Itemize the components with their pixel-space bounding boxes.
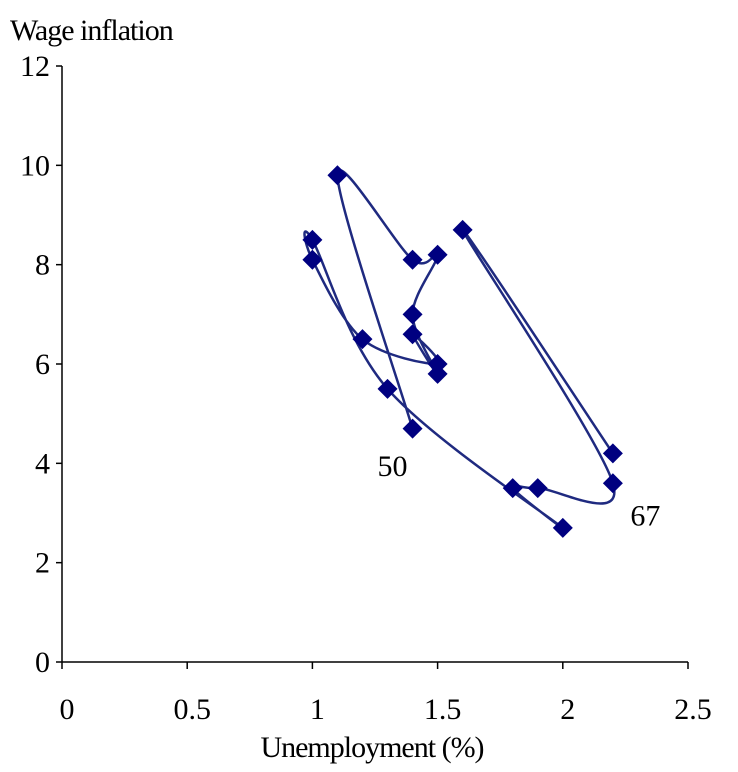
y-tick-label: 2 (35, 547, 50, 580)
year-annotation: 67 (630, 499, 660, 532)
data-point-marker (502, 478, 523, 499)
y-tick-label: 8 (35, 249, 50, 282)
data-point-marker (427, 244, 448, 265)
data-point-marker (377, 378, 398, 399)
x-tick-label: 1.5 (424, 693, 462, 726)
year-annotation: 50 (378, 450, 408, 483)
data-point-marker (602, 473, 623, 494)
data-markers (302, 165, 623, 538)
ticks: 0 2 4 6 8 10 12 0 0.5 1 1.5 2 2.5 (20, 50, 712, 726)
data-point-marker (402, 418, 423, 439)
x-tick-label: 2 (560, 693, 575, 726)
annotations: 50 67 (378, 450, 661, 533)
data-point-marker (352, 329, 373, 350)
x-axis-title: Unemployment (%) (260, 731, 483, 764)
data-point-marker (552, 517, 573, 538)
x-tick-label: 0.5 (173, 693, 211, 726)
y-tick-label: 4 (35, 447, 50, 480)
y-tick-label: 10 (20, 149, 50, 182)
x-tick-label: 2.5 (674, 693, 712, 726)
data-point-marker (302, 249, 323, 270)
x-tick-label: 0 (60, 693, 75, 726)
data-point-marker (402, 324, 423, 345)
data-point-marker (452, 219, 473, 240)
data-point-marker (427, 354, 448, 374)
data-point-marker (527, 478, 548, 499)
axes (61, 66, 688, 663)
y-tick-label: 0 (35, 646, 50, 679)
data-point-marker (302, 229, 323, 250)
data-point-marker (602, 443, 623, 464)
data-point-marker (402, 249, 423, 270)
x-tick-label: 1 (310, 693, 325, 726)
data-point-marker (327, 165, 348, 186)
y-tick-label: 12 (20, 50, 50, 83)
y-tick-label: 6 (35, 348, 50, 381)
y-axis-title: Wage inflation (10, 14, 174, 47)
data-point-marker (402, 304, 423, 325)
